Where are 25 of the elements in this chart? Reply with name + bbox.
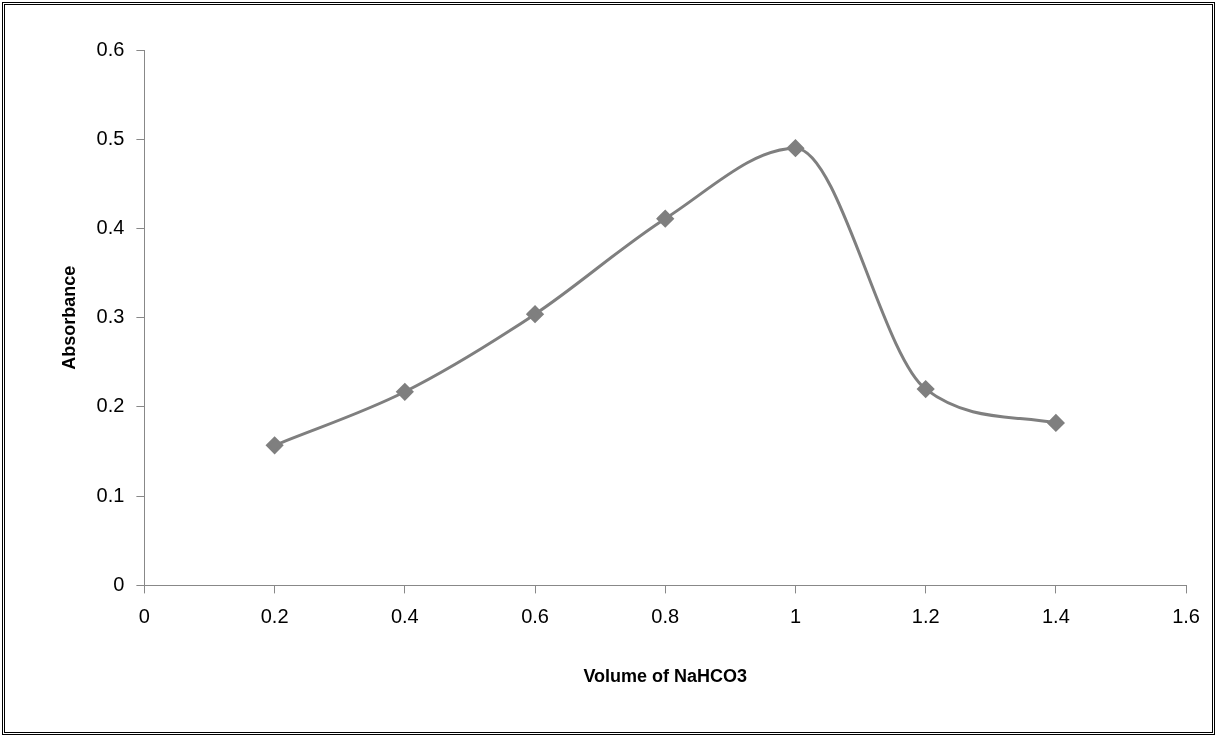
- y-tick-label: 0.4: [96, 215, 125, 238]
- x-tick-label: 0.4: [390, 604, 419, 627]
- point: [786, 139, 804, 157]
- y-tick-label: 0.1: [96, 483, 125, 506]
- point: [917, 380, 935, 398]
- x-axis-title: Volume of NaHCO3: [583, 666, 748, 687]
- y-axis-title: Absorbance: [58, 265, 79, 370]
- x-tick-label: 0.6: [521, 604, 549, 627]
- y-tick-label: 0.3: [96, 305, 125, 328]
- point: [656, 210, 674, 228]
- x-tick-label: 0.2: [260, 604, 289, 627]
- x-tick-label: 1.4: [1041, 604, 1070, 627]
- point: [396, 383, 414, 401]
- x-tick-label: 1: [789, 604, 802, 627]
- point: [526, 305, 544, 323]
- y-tick-label: 0.5: [96, 126, 125, 149]
- y-tick-label: 0.2: [96, 394, 125, 417]
- x-tick-label: 0: [138, 604, 150, 627]
- point: [266, 436, 284, 454]
- y-tick-label: 0: [113, 572, 125, 595]
- point: [1047, 414, 1065, 432]
- y-tick-label: 0.6: [96, 37, 125, 60]
- x-tick-label: 1.6: [1172, 604, 1200, 627]
- x-tick-label: 0.8: [651, 604, 680, 627]
- x-tick-label: 1.2: [911, 604, 940, 627]
